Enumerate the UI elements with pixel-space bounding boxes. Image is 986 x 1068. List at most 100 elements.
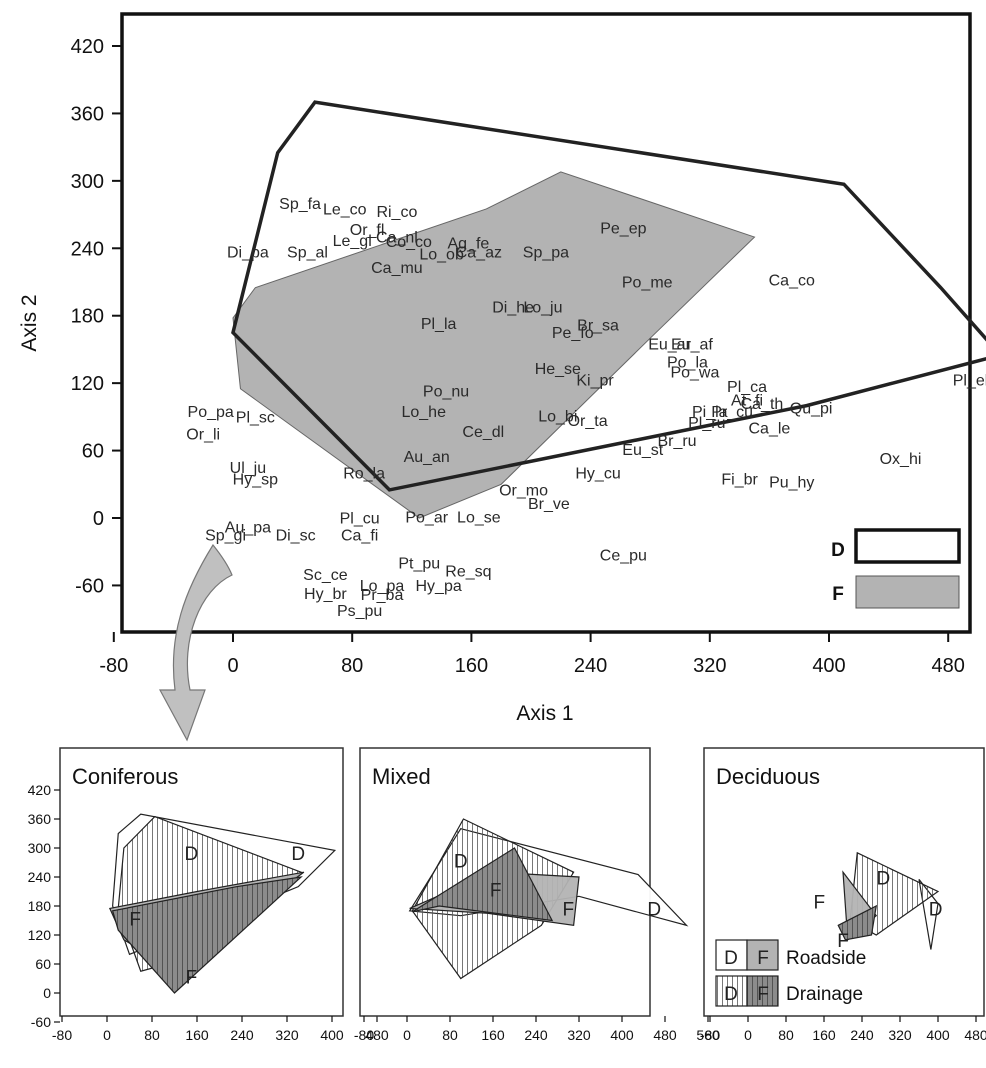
y-tick-label: 180 (28, 898, 52, 914)
species-label: Di_pa (227, 244, 269, 261)
panel-title: Deciduous (716, 764, 820, 789)
species-label: Au_pa (225, 520, 271, 537)
x-tick-label: 80 (442, 1027, 458, 1043)
x-tick-label: 0 (103, 1027, 111, 1043)
species-label: Lo_ju (523, 299, 562, 316)
species-label: Au_an (404, 449, 450, 466)
species-label: Di_he (492, 299, 534, 316)
species-label: Re_sq (445, 563, 491, 580)
x-tick-label: -80 (700, 1027, 720, 1043)
species-label: Br_ve (528, 496, 570, 513)
x-tick-label: 320 (693, 655, 726, 677)
x-tick-label: 240 (574, 655, 607, 677)
species-label: Po_pa (188, 404, 234, 421)
species-label: Eu_ar (648, 336, 691, 353)
species-label: Po_me (622, 275, 673, 292)
species-label: Ca_nl (376, 230, 418, 247)
species-label: Ce_dl (462, 424, 504, 441)
y-tick-label: 240 (71, 238, 104, 260)
y-tick-label: -60 (31, 1014, 51, 1030)
x-tick-label: 240 (524, 1027, 548, 1043)
hull-label: F (813, 892, 825, 913)
y-tick-label: 0 (43, 985, 51, 1001)
species-label: Ox_hi (880, 451, 922, 468)
species-label: Pl_ru (688, 415, 725, 432)
hull-label: D (647, 900, 661, 921)
y-tick-label: 420 (28, 782, 52, 798)
legend-swatch-F (746, 975, 779, 1007)
species-label: Ca_le (748, 421, 790, 438)
species-label: Eu_st (622, 442, 663, 459)
species-label: Ps_pu (337, 603, 382, 620)
hull-label: D (291, 844, 305, 865)
species-label: Pr_ba (361, 587, 404, 604)
hull-label: F (490, 880, 502, 901)
species-label: Ki_pr (576, 372, 614, 389)
y-tick-label: 0 (93, 508, 104, 530)
species-label: Lo_ob (419, 247, 464, 264)
x-tick-label: 240 (230, 1027, 254, 1043)
species-label: Po_ar (405, 509, 448, 526)
hull-label: D (454, 851, 468, 872)
species-label: Sc_ce (303, 567, 348, 584)
x-tick-label: 480 (932, 655, 965, 677)
species-label: Ul_ju (230, 460, 266, 477)
species-label: Lo_he (401, 404, 446, 421)
species-label: Po_wa (670, 365, 719, 382)
species-label: Ca_fi (341, 527, 378, 544)
x-tick-label: 480 (653, 1027, 677, 1043)
species-label: Ca_co (769, 272, 815, 289)
panel-mixed: Mixed D F F D -80 0 80 160 240 320 400 480 560 (354, 747, 720, 1043)
y-axis-label: Axis 2 (18, 294, 41, 351)
species-label: Br_sa (577, 317, 619, 334)
y-tick-label: 60 (82, 441, 104, 463)
species-label: Or_mo (499, 483, 548, 500)
legend-swatch-D (854, 528, 961, 564)
species-label: Pl_sc (236, 409, 275, 426)
x-tick-label: 400 (812, 655, 845, 677)
x-tick-label: 160 (812, 1027, 836, 1043)
legend-D-letter: D (724, 984, 738, 1005)
legend-F-letter: F (757, 984, 769, 1005)
x-tick-label: 320 (275, 1027, 299, 1043)
x-tick-label: 0 (744, 1027, 752, 1043)
species-label: Or_li (186, 426, 220, 443)
x-tick-label: -80 (354, 1027, 374, 1043)
species-label: Pu_hy (769, 475, 814, 492)
x-tick-label: 160 (481, 1027, 505, 1043)
y-tick-label: 300 (71, 171, 104, 193)
species-label: Lo_pa (360, 578, 405, 595)
species-label: He_se (535, 361, 581, 378)
x-tick-label: 80 (341, 655, 363, 677)
x-tick-label: 240 (850, 1027, 874, 1043)
y-tick-label: 180 (71, 306, 104, 328)
x-tick-label: 80 (144, 1027, 160, 1043)
legend-label: Roadside (786, 948, 866, 969)
species-label: Le_gl (333, 233, 372, 250)
x-tick-label: -80 (52, 1027, 72, 1043)
x-tick-label: 560 (696, 1027, 720, 1043)
panel-coniferous: Coniferous D D F F -80 0 80 160 240 320 400 480 420 36… (28, 747, 389, 1043)
species-label: Po_la (667, 354, 708, 371)
x-tick-label: 0 (227, 655, 238, 677)
species-label: Ce_pu (600, 548, 647, 565)
species-label: Hy_pa (415, 578, 461, 595)
species-label: Pe_ep (600, 221, 646, 238)
species-label: Ca_mu (371, 260, 423, 277)
main-ordination-chart: -800801602403204004805606404203603002401… (18, 12, 986, 725)
x-tick-label: 480 (964, 1027, 986, 1043)
species-label: Di_sc (276, 527, 316, 544)
x-axis-label: Axis 1 (516, 702, 573, 725)
species-label: Ca_th (741, 396, 784, 413)
species-label: Hy_cu (575, 466, 620, 483)
y-tick-label: 360 (28, 811, 52, 827)
x-tick-label: 160 (455, 655, 488, 677)
species-label: Sp_pa (523, 244, 569, 261)
species-label: Ri_co (376, 204, 417, 221)
species-label: At_fi (731, 393, 763, 410)
hull-F (232, 171, 756, 519)
x-tick-label: 480 (365, 1027, 389, 1043)
species-label: Qu_pi (790, 400, 833, 417)
